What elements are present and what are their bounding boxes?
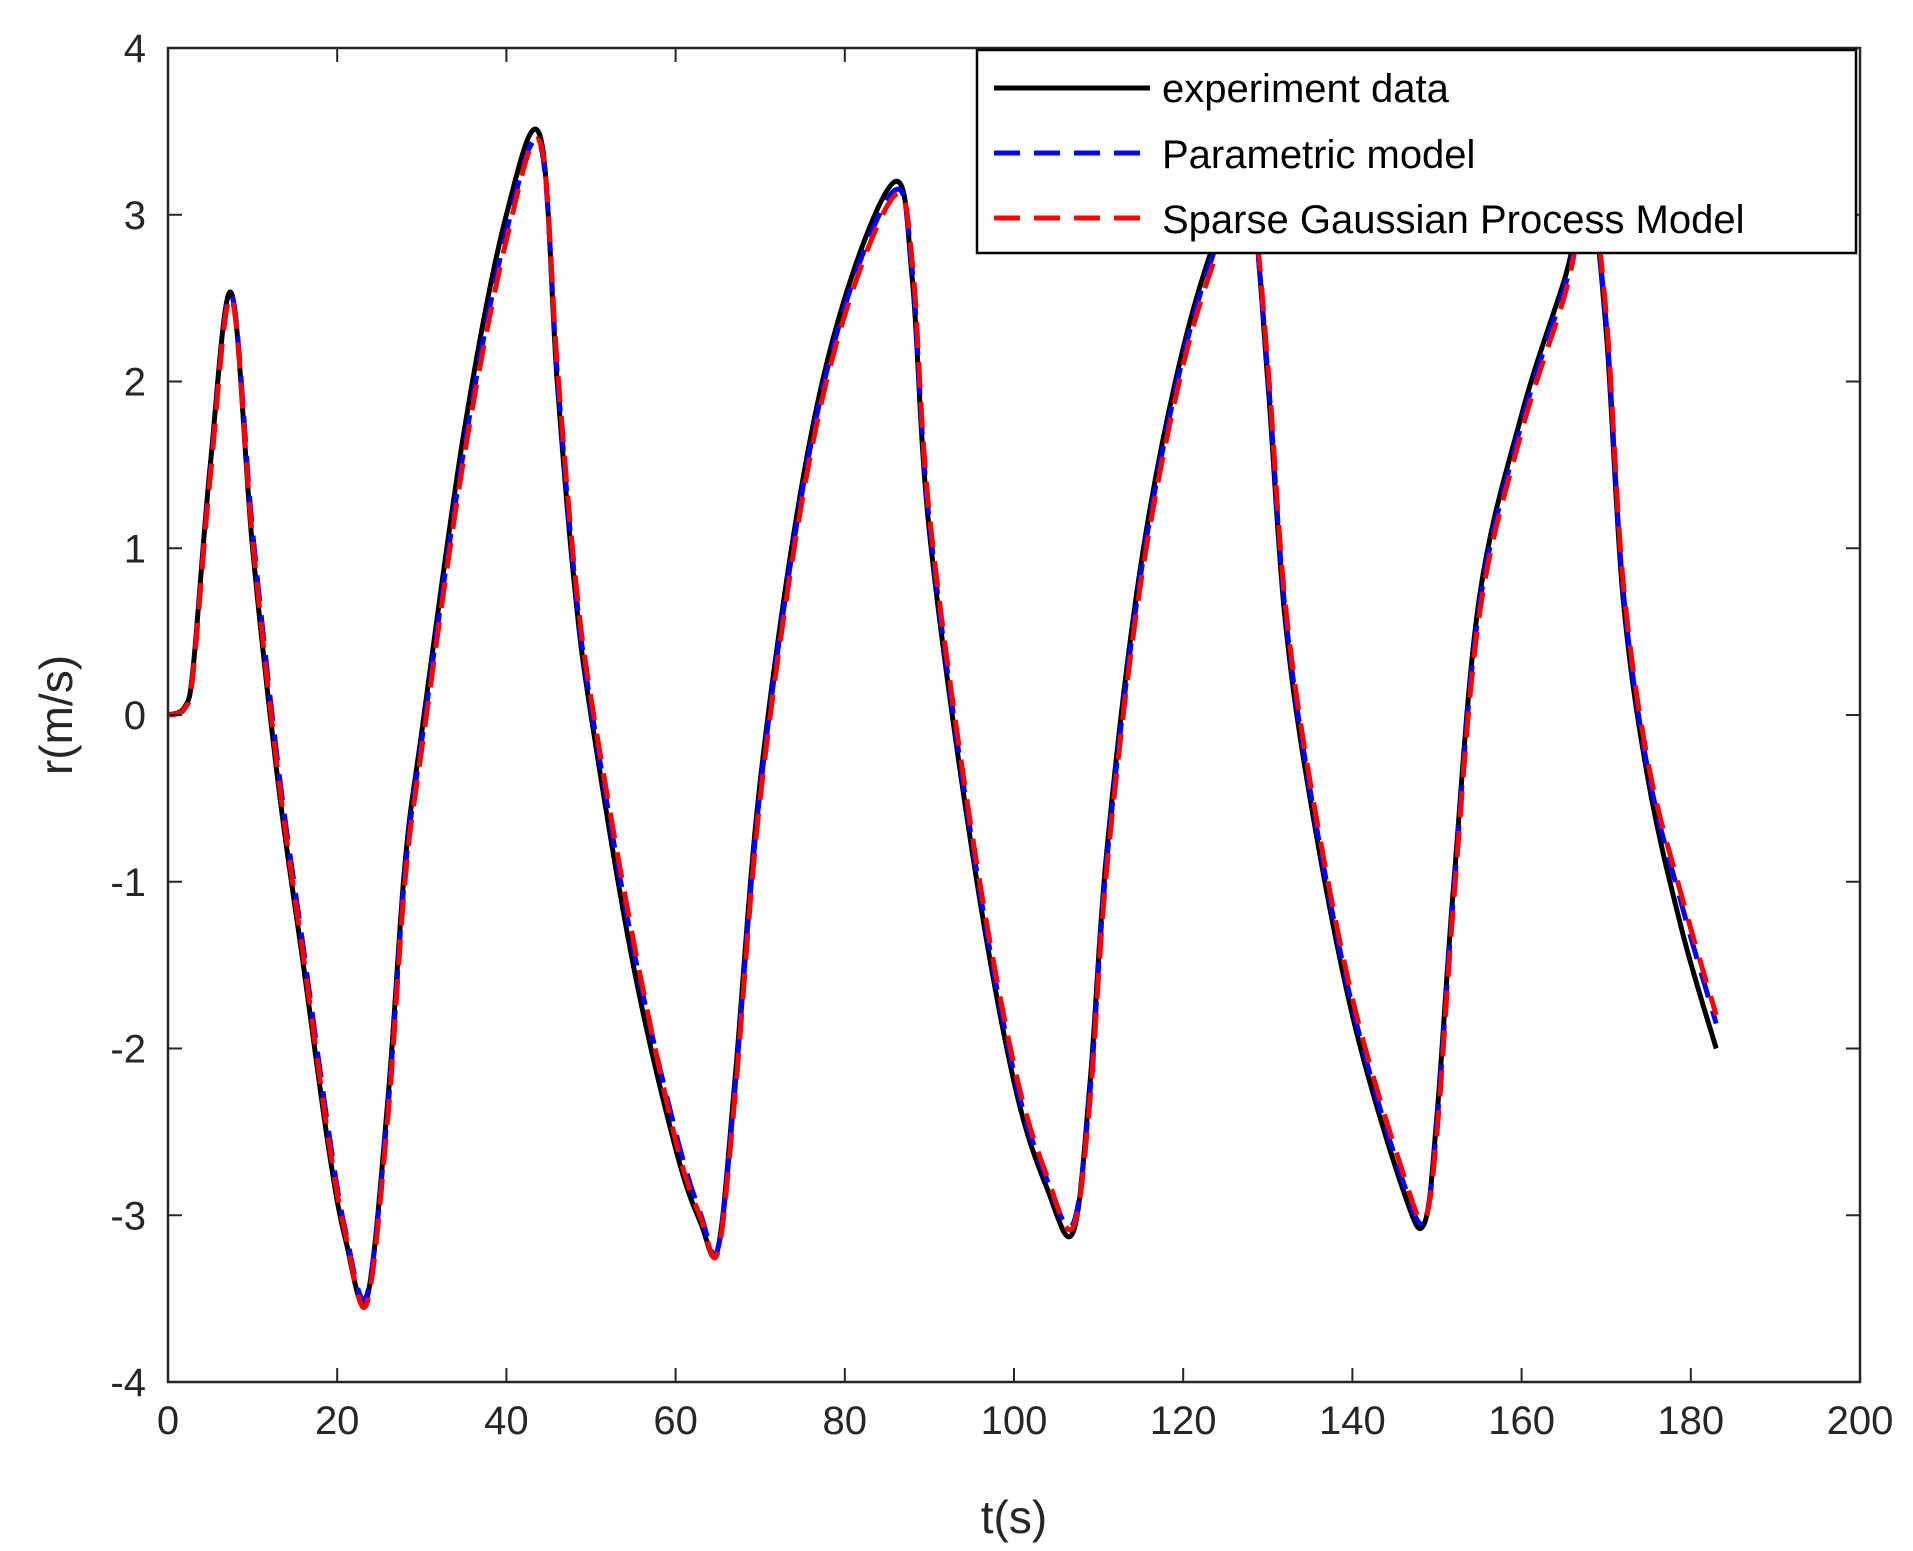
ticks-layer: 0 20 40 60 80 100 120 140 160 180 200 4 3 2 1 0 -1 -2 -3 -4: [110, 27, 1893, 1443]
legend-label-sparse-gp-model: Sparse Gaussian Process Model: [1162, 198, 1745, 242]
y-tick-label: -4: [110, 1361, 146, 1405]
series-line-sparse-gp-model: [167, 136, 1719, 1310]
x-tick-label: 20: [315, 1399, 360, 1443]
x-tick-label: 80: [823, 1399, 868, 1443]
x-tick-label: 60: [653, 1399, 698, 1443]
x-tick-label: 160: [1488, 1399, 1555, 1443]
y-tick-label: 3: [124, 194, 146, 238]
y-axis-title: r(m/s): [30, 655, 82, 775]
x-tick-label: 120: [1150, 1399, 1217, 1443]
y-tick-label: 2: [124, 361, 146, 405]
plot-area-frame: [166, 46, 1862, 1384]
x-axis-title: t(s): [981, 1491, 1047, 1543]
x-tick-label: 200: [1827, 1399, 1894, 1443]
legend-label-experiment-data: experiment data: [1162, 67, 1450, 111]
legend-label-parametric-model: Parametric model: [1162, 133, 1475, 177]
x-tick-label: 40: [484, 1399, 529, 1443]
y-tick-label: 1: [124, 527, 146, 571]
x-tick-label: 0: [157, 1399, 179, 1443]
y-tick-label: -3: [110, 1194, 146, 1238]
y-tick-label: 4: [124, 27, 146, 71]
series-line-parametric-model: [167, 136, 1719, 1303]
y-tick-label: -1: [110, 861, 146, 905]
x-tick-label: 100: [981, 1399, 1048, 1443]
y-tick-label: 0: [124, 694, 146, 738]
x-tick-label: 140: [1319, 1399, 1386, 1443]
x-tick-label: 180: [1657, 1399, 1724, 1443]
legend: experiment data Parametric model Sparse …: [975, 48, 1858, 255]
series-layer: [166, 126, 1719, 1310]
y-tick-label: -2: [110, 1028, 146, 1072]
